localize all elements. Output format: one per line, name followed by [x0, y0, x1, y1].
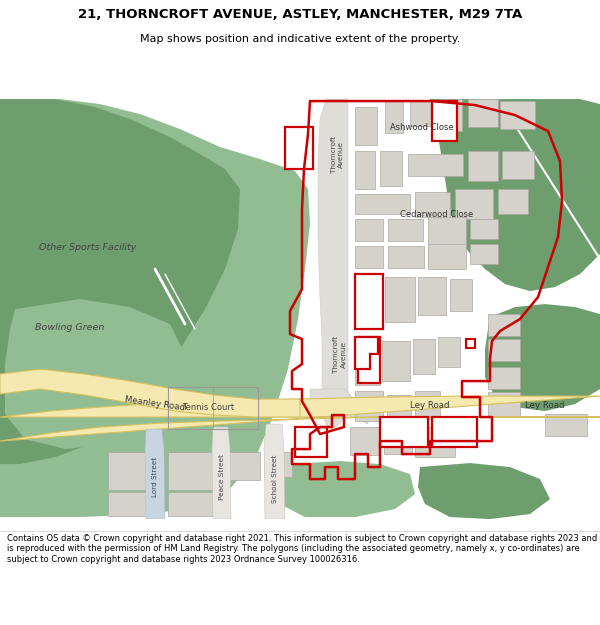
Bar [355, 391, 383, 421]
Bar [355, 151, 375, 189]
Bar [498, 189, 528, 214]
Bar [488, 339, 520, 361]
Bar [488, 367, 520, 389]
Bar [355, 219, 383, 241]
Bar [355, 337, 380, 385]
Bar [387, 395, 411, 421]
Bar [285, 127, 313, 169]
Bar [295, 427, 327, 457]
Bar [440, 99, 462, 131]
Polygon shape [355, 337, 378, 369]
Text: Thorncroft
Avenue: Thorncroft Avenue [331, 136, 343, 172]
Bar [418, 277, 446, 315]
Bar [428, 217, 466, 245]
Bar [108, 492, 163, 516]
Bar [415, 192, 450, 217]
Polygon shape [264, 424, 285, 519]
Text: Cedarwood Close: Cedarwood Close [400, 209, 473, 219]
Bar [466, 339, 475, 348]
Bar [450, 279, 472, 311]
Text: Peace Street: Peace Street [219, 454, 225, 500]
Polygon shape [0, 461, 155, 517]
Text: Tennis Court: Tennis Court [182, 402, 234, 411]
Text: Bowling Green: Bowling Green [35, 322, 104, 331]
Bar [228, 452, 260, 480]
Bar [355, 194, 410, 214]
Polygon shape [0, 369, 300, 417]
Bar [432, 101, 457, 141]
Text: School Street: School Street [272, 455, 278, 503]
Text: Lord Street: Lord Street [152, 457, 158, 498]
Bar [545, 414, 587, 436]
Bar [385, 101, 403, 133]
Bar [388, 219, 423, 241]
Bar [415, 427, 455, 457]
Polygon shape [0, 99, 310, 517]
Text: Contains OS data © Crown copyright and database right 2021. This information is : Contains OS data © Crown copyright and d… [7, 534, 598, 564]
Bar [408, 154, 463, 176]
Bar [355, 274, 383, 329]
Bar [355, 274, 380, 329]
Bar [355, 246, 383, 268]
Bar [358, 337, 380, 383]
Bar [428, 244, 466, 269]
Text: Ley Road: Ley Road [410, 401, 450, 409]
Bar [455, 189, 493, 219]
Bar [350, 427, 380, 455]
Polygon shape [0, 396, 600, 441]
Bar [470, 244, 498, 264]
Text: Thorncroft
Avenue: Thorncroft Avenue [334, 336, 347, 372]
Bar [168, 492, 223, 516]
Text: Ashwood Close: Ashwood Close [390, 122, 454, 131]
Polygon shape [318, 99, 348, 429]
Bar [410, 101, 432, 126]
Bar [388, 246, 424, 268]
Bar [413, 339, 435, 374]
Bar [168, 452, 223, 490]
Bar [502, 151, 534, 179]
Bar [382, 341, 410, 381]
Bar [468, 151, 498, 181]
Polygon shape [418, 463, 550, 519]
Text: Meanley Road: Meanley Road [124, 396, 186, 412]
Text: Map shows position and indicative extent of the property.: Map shows position and indicative extent… [140, 34, 460, 44]
Bar [468, 99, 498, 127]
Bar [470, 219, 498, 239]
Bar [108, 452, 163, 490]
Polygon shape [430, 99, 600, 291]
Bar [385, 277, 415, 322]
Bar [432, 417, 477, 447]
Polygon shape [275, 461, 415, 517]
Bar [380, 417, 428, 447]
Text: Ley Road: Ley Road [525, 401, 565, 409]
Polygon shape [0, 99, 240, 464]
Polygon shape [212, 427, 231, 519]
Text: 21, THORNCROFT AVENUE, ASTLEY, MANCHESTER, M29 7TA: 21, THORNCROFT AVENUE, ASTLEY, MANCHESTE… [78, 8, 522, 21]
Bar [415, 391, 440, 419]
Bar [264, 452, 292, 477]
Bar [488, 314, 520, 336]
Polygon shape [145, 429, 165, 519]
Bar [384, 429, 412, 454]
Polygon shape [5, 299, 185, 449]
Bar [168, 387, 258, 429]
Polygon shape [310, 389, 368, 424]
Polygon shape [485, 304, 600, 411]
Bar [355, 107, 377, 145]
Bar [438, 337, 460, 367]
Bar [380, 151, 402, 186]
Text: Other Sports Facility: Other Sports Facility [40, 242, 137, 251]
Bar [488, 392, 520, 416]
Bar [500, 101, 535, 129]
